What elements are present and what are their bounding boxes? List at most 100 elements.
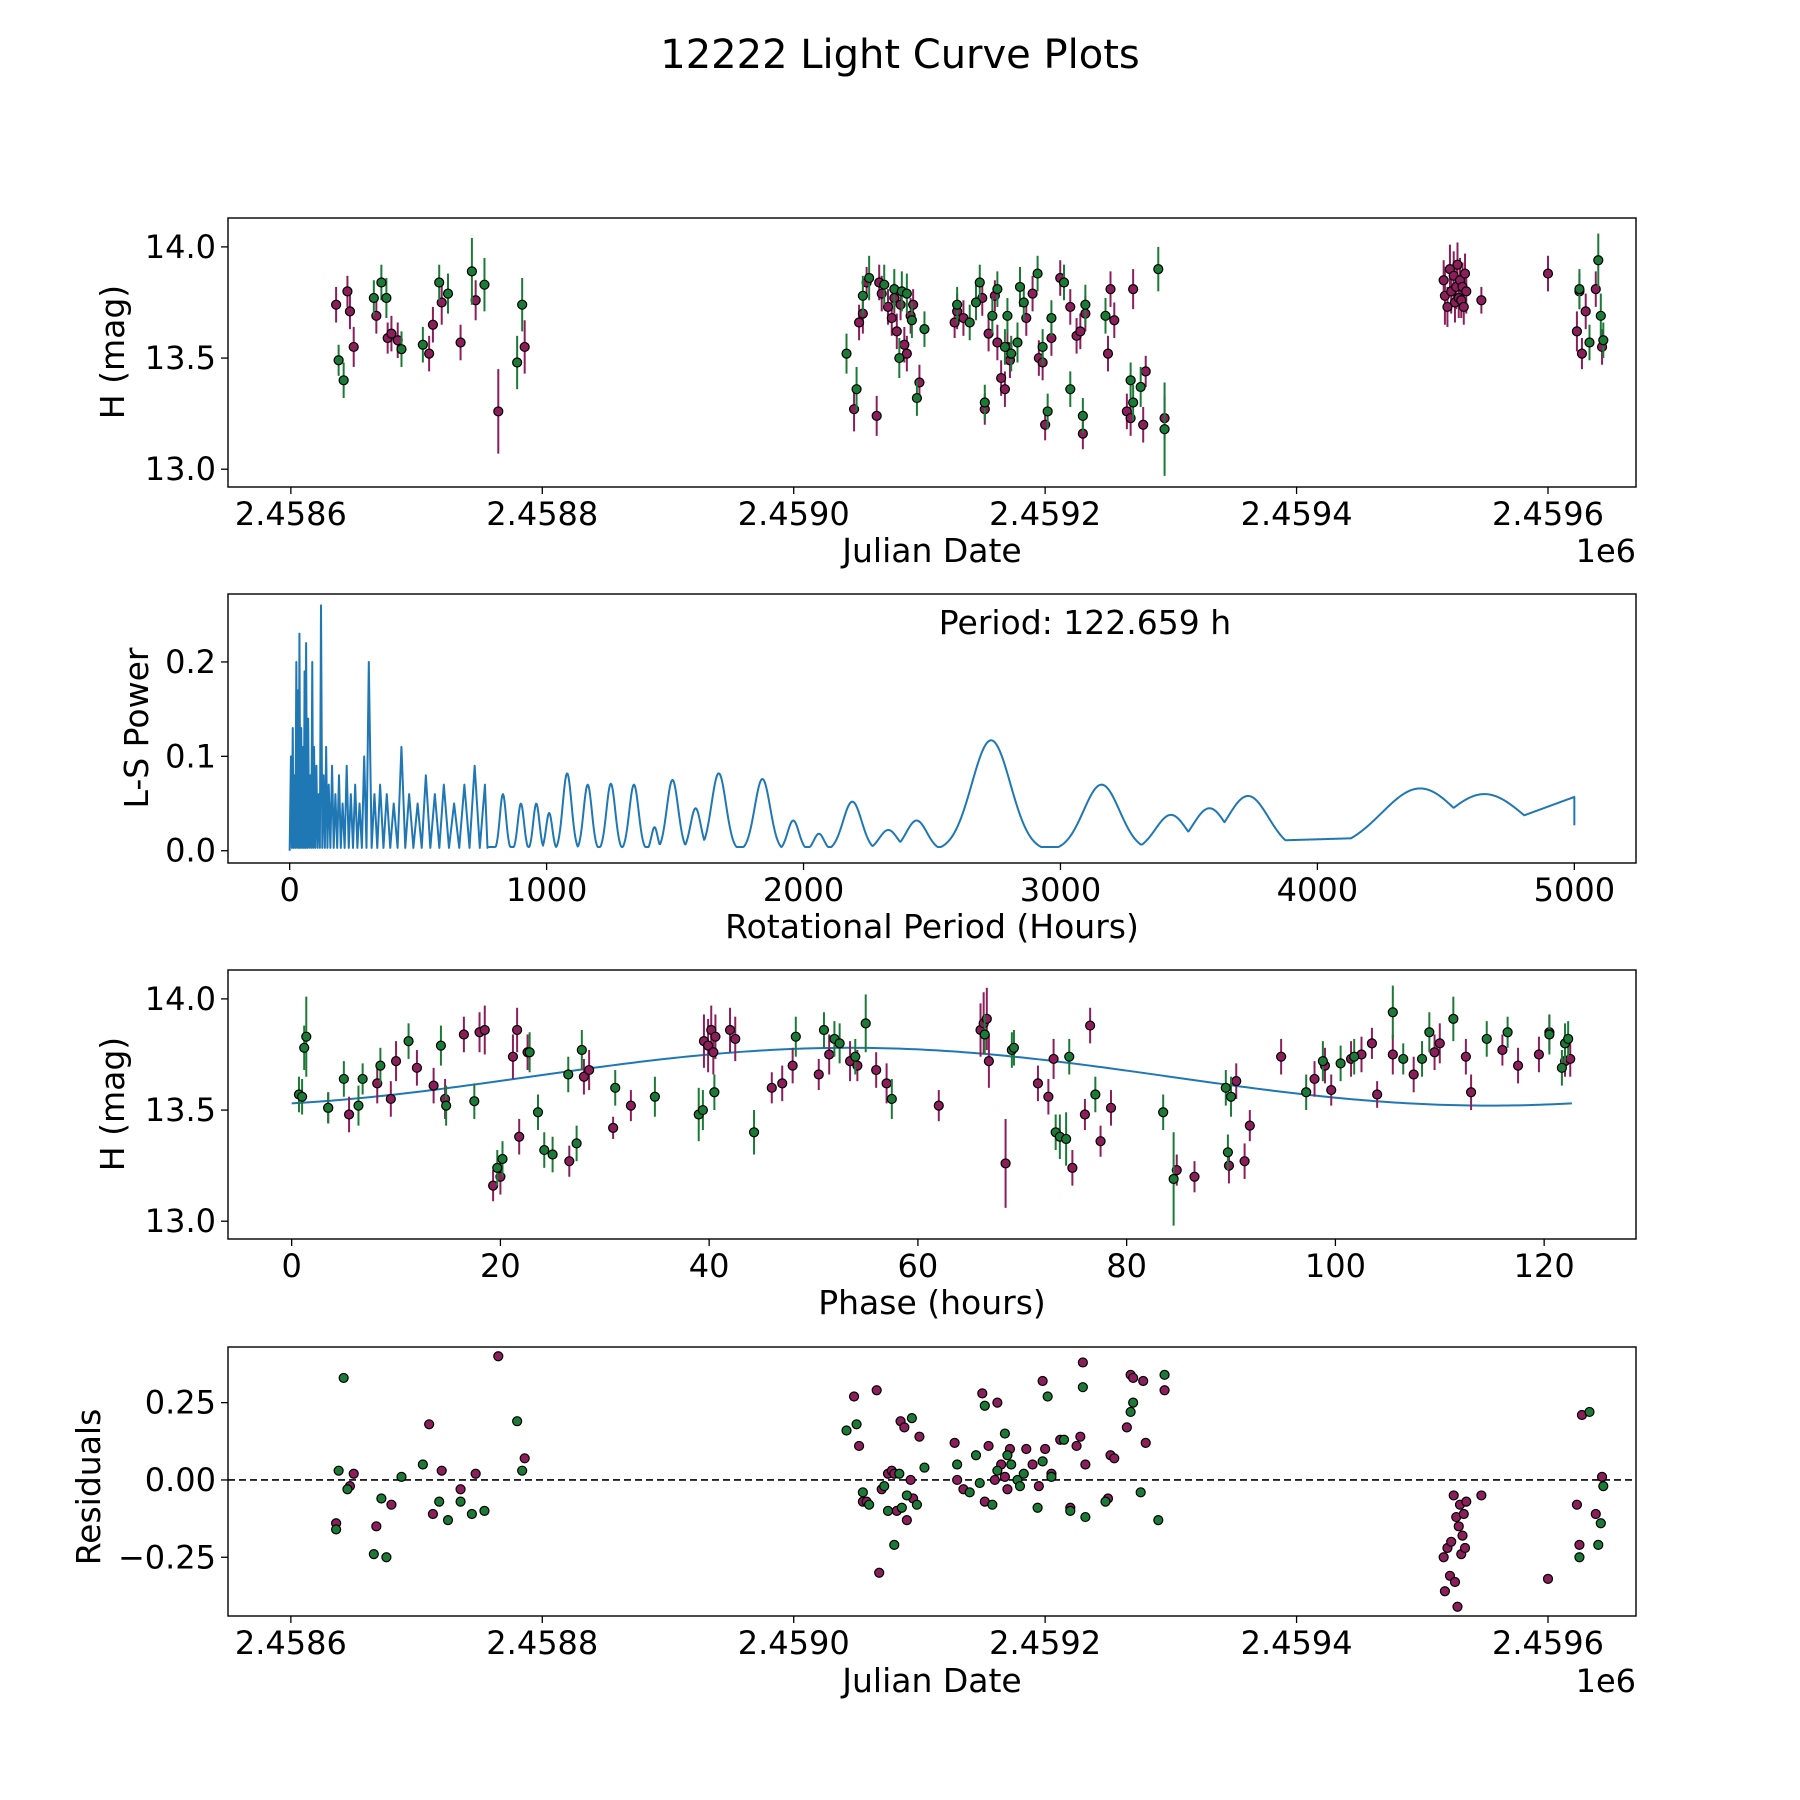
data-point bbox=[992, 284, 1003, 295]
data-point bbox=[818, 1024, 830, 1036]
data-point bbox=[1032, 1502, 1043, 1513]
data-point bbox=[1138, 1375, 1149, 1387]
data-point bbox=[371, 1521, 382, 1532]
data-point bbox=[813, 1069, 824, 1080]
phase-folded-axes-frame bbox=[227, 969, 1637, 1240]
data-point bbox=[396, 344, 407, 355]
data-point bbox=[1128, 1372, 1139, 1384]
data-point bbox=[1027, 288, 1038, 299]
data-point bbox=[1434, 1038, 1445, 1049]
data-point bbox=[1002, 1484, 1013, 1495]
data-point bbox=[441, 1100, 452, 1111]
panel-light-curve: 2.4586 2.4588 2.4590 2.4592 2.4594 2.4596 13.0… bbox=[93, 217, 1637, 570]
data-point bbox=[1544, 1029, 1555, 1040]
data-point bbox=[608, 1122, 619, 1133]
data-point bbox=[1497, 1044, 1508, 1056]
x-tick-label: 2.4594 bbox=[1241, 495, 1353, 533]
data-point bbox=[1040, 1443, 1051, 1455]
x-tick-label: 0 bbox=[279, 871, 299, 909]
data-point bbox=[1571, 326, 1583, 337]
data-point bbox=[390, 1056, 402, 1067]
residuals-plot-area bbox=[228, 1351, 1636, 1612]
data-point bbox=[981, 1013, 992, 1025]
data-point bbox=[1593, 1539, 1604, 1550]
data-point bbox=[1301, 1087, 1312, 1098]
data-point bbox=[331, 299, 342, 310]
data-point bbox=[519, 341, 530, 353]
data-point bbox=[455, 1496, 466, 1507]
data-point bbox=[974, 1477, 985, 1489]
data-point bbox=[841, 348, 852, 359]
periodogram-series-line bbox=[288, 604, 1576, 851]
data-point bbox=[1220, 1082, 1231, 1093]
data-point bbox=[834, 1038, 845, 1049]
data-point bbox=[896, 1502, 907, 1513]
data-point bbox=[1128, 1397, 1139, 1408]
data-point bbox=[879, 279, 890, 290]
data-point bbox=[1576, 348, 1588, 359]
y-tick-label: 0.00 bbox=[145, 1461, 216, 1499]
x-tick-label: 2.4596 bbox=[1492, 1624, 1604, 1662]
sinusoid-fit-line bbox=[291, 1046, 1572, 1107]
data-point bbox=[1153, 1515, 1164, 1526]
y-tick-label: 14.0 bbox=[145, 980, 216, 1018]
data-point bbox=[1109, 1453, 1120, 1464]
y-tick-label: 13.0 bbox=[145, 450, 216, 488]
data-point bbox=[906, 1413, 917, 1424]
data-point bbox=[458, 1029, 469, 1040]
data-point bbox=[848, 1391, 860, 1402]
data-point bbox=[512, 357, 523, 368]
residuals-axes-frame bbox=[227, 1346, 1637, 1617]
data-point bbox=[434, 277, 445, 288]
data-point bbox=[1140, 1437, 1151, 1448]
data-point bbox=[1460, 1051, 1471, 1062]
data-point bbox=[1595, 310, 1606, 321]
data-point bbox=[987, 1499, 998, 1510]
data-point bbox=[1457, 1530, 1468, 1541]
x-tick-label: 120 bbox=[1514, 1247, 1575, 1285]
data-point bbox=[1027, 1459, 1038, 1470]
data-point bbox=[1465, 1087, 1477, 1098]
data-point bbox=[563, 1069, 574, 1080]
data-point bbox=[1580, 306, 1591, 317]
data-point bbox=[1309, 1073, 1320, 1085]
data-point bbox=[434, 1496, 445, 1507]
data-point bbox=[730, 1033, 741, 1045]
data-point bbox=[1095, 1136, 1106, 1147]
panel-periodogram: 0 1000 2000 3000 4000 5000 0.0 0.1 0.2 Period: 1… bbox=[117, 593, 1637, 946]
data-point bbox=[1109, 315, 1120, 326]
data-point bbox=[882, 1505, 894, 1516]
data-point bbox=[871, 1385, 882, 1396]
data-point bbox=[1002, 1450, 1013, 1461]
data-point bbox=[1452, 259, 1463, 270]
data-point bbox=[564, 1156, 575, 1167]
data-point bbox=[1595, 1518, 1606, 1529]
periodogram-ticks: 0 1000 2000 3000 4000 5000 0.0 0.1 0.2 bbox=[165, 643, 1615, 909]
data-point bbox=[442, 288, 454, 299]
x-tick-label: 40 bbox=[689, 1247, 730, 1285]
x-tick-label: 20 bbox=[480, 1247, 521, 1285]
data-point bbox=[1349, 1051, 1360, 1062]
data-point bbox=[343, 1109, 355, 1120]
data-point bbox=[625, 1100, 636, 1111]
data-point bbox=[1593, 255, 1604, 266]
data-point bbox=[1372, 1089, 1383, 1100]
data-point bbox=[1439, 1586, 1451, 1597]
data-point bbox=[949, 1437, 960, 1448]
data-point bbox=[1461, 286, 1472, 297]
data-point bbox=[1077, 410, 1088, 421]
data-point bbox=[1239, 1156, 1250, 1167]
data-point bbox=[1438, 275, 1449, 286]
data-point bbox=[323, 1102, 334, 1113]
data-point bbox=[1065, 301, 1076, 313]
data-point bbox=[891, 326, 902, 337]
data-point bbox=[983, 1056, 994, 1067]
data-point bbox=[436, 1465, 447, 1476]
data-point bbox=[488, 1180, 499, 1191]
data-point bbox=[853, 1440, 865, 1452]
data-point bbox=[1080, 1511, 1091, 1523]
data-point bbox=[1598, 335, 1609, 346]
data-point bbox=[1429, 1047, 1440, 1058]
data-point bbox=[1075, 326, 1086, 337]
